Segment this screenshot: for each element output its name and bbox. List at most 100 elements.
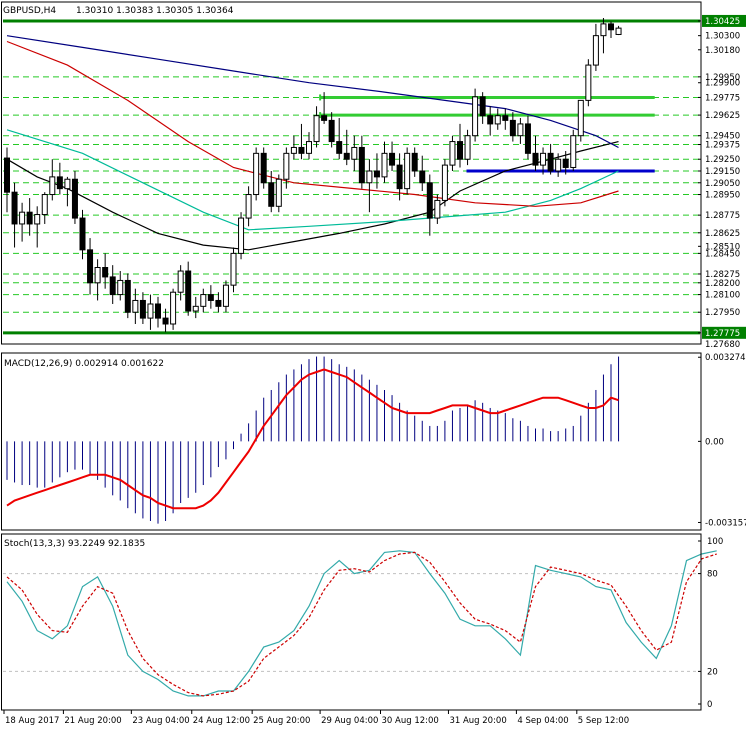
candle-body: [464, 135, 471, 160]
price-label: 1.29950: [705, 73, 740, 83]
candle-body: [615, 27, 622, 35]
time-label: 23 Aug 04:00: [132, 716, 189, 726]
price-label: 1.28950: [705, 191, 740, 201]
macd-title: MACD(12,26,9) 0.002914 0.001622: [4, 359, 164, 369]
time-label: 21 Aug 20:00: [64, 716, 121, 726]
candle-body: [555, 158, 562, 172]
price-label: 1.27680: [705, 340, 740, 350]
candle-body: [389, 152, 396, 166]
price-label: 1.30300: [705, 32, 740, 42]
stoch-label: 80: [707, 570, 718, 580]
candle-body: [11, 191, 18, 225]
candle-body: [253, 152, 260, 196]
ohlc-values: 1.30310 1.30383 1.30305 1.30364: [76, 6, 234, 16]
price-label: 1.28275: [705, 270, 740, 280]
candle-body: [457, 141, 463, 160]
macd-label: 0.00: [705, 437, 724, 447]
time-label: 5 Sep 12:00: [578, 716, 629, 726]
time-label: 30 Aug 12:00: [382, 716, 439, 726]
pane-frame: [1, 352, 702, 531]
price-label: 1.28100: [705, 291, 740, 301]
price-label: 1.29150: [705, 167, 740, 177]
pane-frame: [1, 1, 702, 345]
candle-body: [56, 176, 63, 190]
candle-body: [441, 164, 448, 201]
candle-body: [298, 146, 305, 154]
candle-body: [19, 211, 26, 225]
candle-body: [94, 267, 101, 284]
price-label-highlight: [702, 14, 746, 27]
price-label: 1.28775: [705, 211, 740, 221]
price-label: 1.29900: [705, 79, 740, 89]
candle-body: [207, 294, 214, 301]
candle-body: [230, 252, 237, 286]
candle-body: [79, 217, 86, 251]
candle-body: [49, 176, 56, 196]
time-label: 31 Aug 20:00: [449, 716, 506, 726]
candle-body: [328, 119, 335, 143]
candle-body: [26, 211, 33, 225]
time-axis: 18 Aug 2017 21 Aug 20:00 23 Aug 04:00 24 Au…: [3, 710, 629, 726]
price-label: 1.27950: [705, 308, 740, 318]
candle-body: [139, 299, 146, 319]
candle-body: [336, 141, 343, 154]
candle-body: [547, 152, 554, 172]
candle-body: [4, 157, 10, 193]
candle-body: [321, 115, 328, 121]
stoch-pane: 100 80 20 0 Stoch(13,3,3) 93.2249 92.1835: [3, 537, 723, 710]
stoch-label: 100: [707, 537, 723, 547]
price-label: 1.28625: [705, 229, 740, 239]
candle-body: [192, 305, 199, 312]
macd-label: 0.003274: [705, 353, 746, 363]
stoch-title: Stoch(13,3,3) 93.2249 92.1835: [4, 539, 145, 549]
price-label: 1.29050: [705, 179, 740, 189]
candle-body: [562, 158, 569, 168]
price-label: 1.28200: [705, 279, 740, 289]
candle-body: [479, 96, 486, 117]
candle-body: [132, 299, 139, 313]
time-label: 29 Aug 04:00: [321, 716, 378, 726]
moving-average-ma-slow: [6, 40, 619, 207]
moving-average-ma-medium: [6, 129, 619, 231]
candle-body: [373, 170, 380, 178]
candle-body: [162, 317, 169, 325]
candles: [4, 18, 622, 333]
candle-body: [532, 152, 539, 166]
symbol-label: GBPUSD,H4: [3, 6, 56, 16]
price-label: 1.29450: [705, 132, 740, 142]
candle-body: [275, 178, 282, 207]
candle-body: [87, 249, 94, 284]
candle-body: [290, 146, 297, 154]
candle-body: [351, 146, 358, 160]
candle-body: [487, 115, 494, 125]
candle-body: [608, 23, 614, 31]
candle-body: [64, 178, 71, 190]
stoch-signal-line: [6, 551, 717, 697]
candle-body: [200, 294, 207, 307]
candle-body: [540, 152, 547, 166]
candle-body: [177, 270, 184, 293]
candle-body: [600, 23, 607, 37]
candle-body: [245, 194, 252, 219]
moving-average-ma-long: [6, 35, 619, 149]
macd-signal-line: [6, 368, 619, 510]
candle-body: [124, 279, 131, 313]
price-label: 1.29250: [705, 155, 740, 165]
price-label: 1.28450: [705, 249, 740, 259]
candle-body: [306, 141, 312, 154]
candle-body: [592, 35, 599, 66]
stoch-main-line: [6, 550, 717, 697]
time-label: 25 Aug 20:00: [253, 716, 310, 726]
candle-body: [343, 152, 350, 160]
price-label: 1.27775: [705, 329, 740, 339]
candle-body: [524, 123, 531, 154]
pane-borders: [1, 1, 702, 711]
candle-body: [358, 146, 365, 184]
candle-body: [215, 299, 222, 307]
candle-body: [509, 119, 516, 137]
candle-body: [238, 217, 245, 254]
